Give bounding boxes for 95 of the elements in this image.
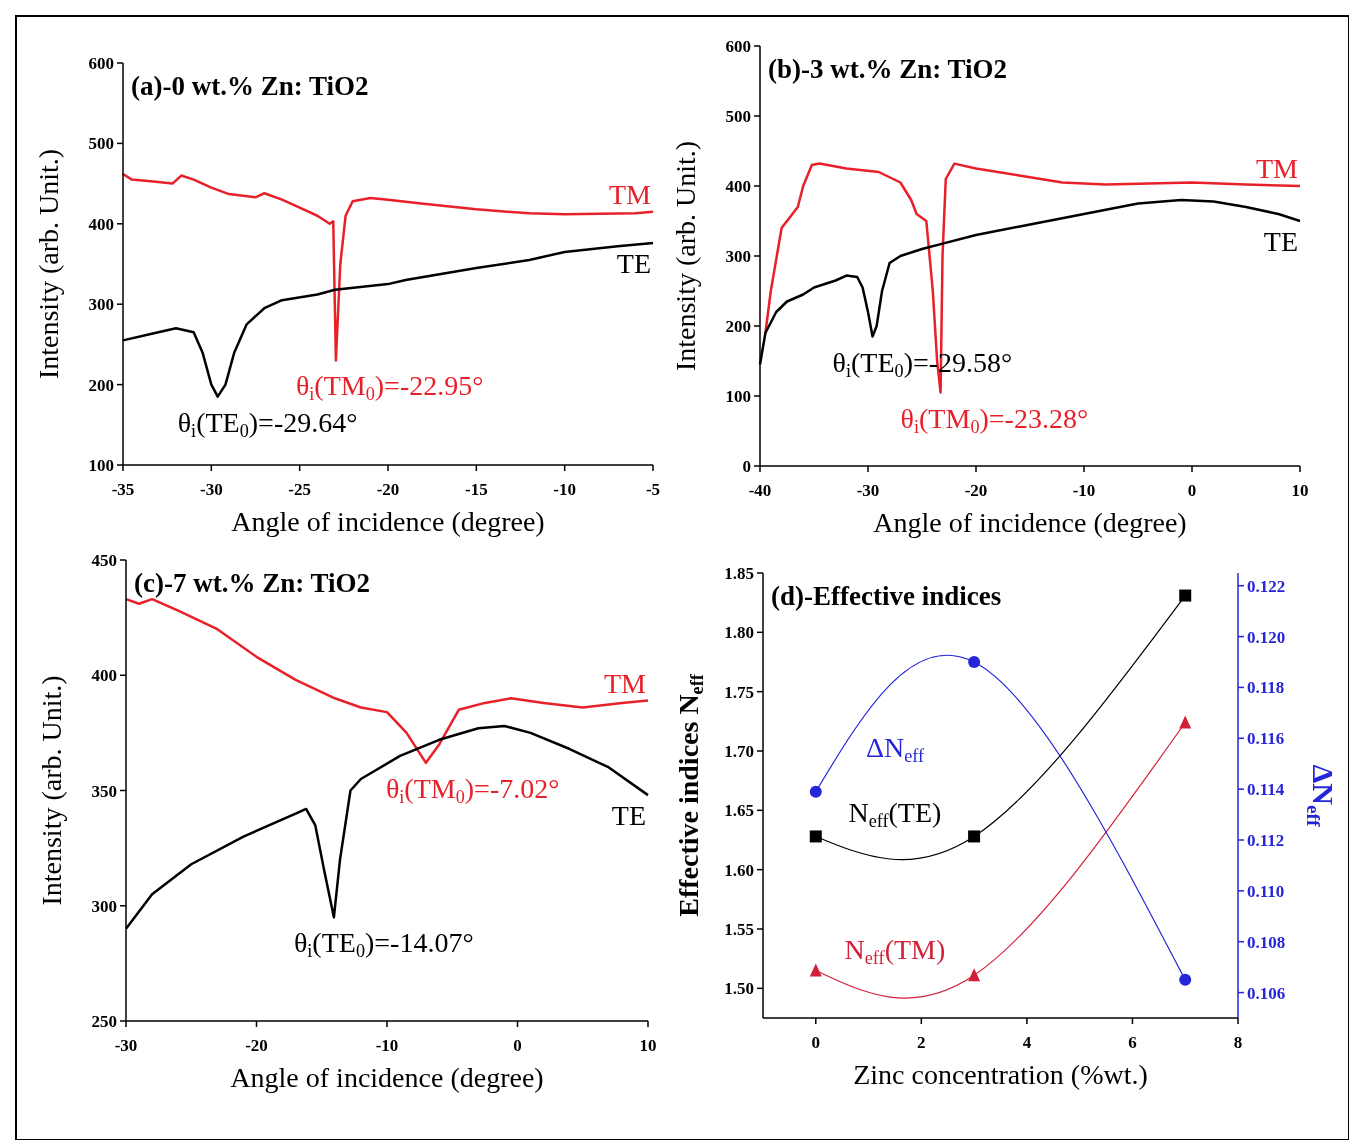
point [1179,589,1192,602]
x-tick-label: -15 [465,480,488,499]
line-series [121,172,655,362]
y-tick-label: 200 [88,375,114,395]
y-tick-label: 1.85 [724,564,754,583]
y-tick-label: 1.55 [724,920,754,939]
y-axis-title: Intensity (arb. Unit.) [36,675,67,906]
y-tick-label: 1.50 [724,979,754,999]
x-tick-label: -20 [245,1036,268,1055]
x-tick-label: 10 [639,1036,657,1055]
series-label: N$_{eff}$(TM) [844,933,946,969]
x-tick-label: -30 [114,1036,138,1055]
y-tick-label: 500 [88,134,114,154]
series-label: TM [1256,153,1299,184]
y-tick-label: 300 [88,295,114,315]
annotation: θ$_{i}$(TM$_{0}$)=-7.02° [385,772,560,808]
y-tick-label: 200 [725,317,751,336]
y-axis-title: Intensity (arb. Unit.) [33,148,64,380]
series-label: ΔN$_{eff}$ [865,731,925,767]
x-tick-label: 0 [1187,481,1197,500]
y-tick-label: 400 [91,666,117,686]
x-tick-label: -10 [1072,481,1096,500]
y-tick-label: 1.70 [724,742,754,761]
y-tick-label: 450 [91,551,117,570]
series-label: TE [611,800,646,832]
y2-tick-label: 0.114 [1247,780,1285,800]
series-label: TE [1263,226,1298,257]
x-tick-label: 10 [1291,481,1309,500]
chart-title: (c)-7 wt.% Zn: TiO2 [134,568,370,598]
y-tick-label: 1.60 [724,860,754,880]
x-tick-label: -5 [645,480,661,499]
x-tick-label: 6 [1128,1033,1137,1052]
y2-tick-label: 0.116 [1247,729,1285,749]
annotation: θ$_{i}$(TE$_{0}$)=-29.64° [177,406,358,442]
x-tick-label: -10 [553,480,576,499]
x-tick-label: -25 [288,480,311,499]
series-label: TM [604,667,647,699]
y2-tick-label: 0.110 [1247,881,1285,901]
y2-tick-label: 0.108 [1247,932,1286,952]
series-label: TM [609,178,652,210]
y-tick-label: 1.80 [724,623,754,643]
y2-tick-label: 0.112 [1247,831,1285,850]
annotation: θ$_{i}$(TM$_{0}$)=-23.28° [900,402,1089,437]
x-tick-label: 0 [513,1036,522,1055]
chart-title: (a)-0 wt.% Zn: TiO2 [131,71,369,101]
y-tick-label: 100 [725,387,751,406]
x-tick-label: 2 [917,1033,926,1052]
x-tick-label: -30 [856,481,880,500]
y-tick-label: 1.65 [724,801,754,821]
annotation: θ$_{i}$(TM$_{0}$)=-22.95° [295,370,484,405]
y-tick-label: 0 [742,457,751,476]
y2-tick-label: 0.120 [1247,627,1286,647]
point [968,830,981,843]
y-axis-title: Intensity (arb. Unit.) [670,140,701,372]
y-tick-label: 100 [88,456,114,475]
point [809,830,822,843]
x-tick-label: -30 [200,480,223,499]
y2-tick-label: 0.118 [1247,678,1285,698]
point [1179,715,1192,729]
point [809,785,822,798]
x-tick-label: -20 [376,480,400,499]
y-tick-label: 500 [725,107,751,126]
line-series [764,162,1302,394]
line-series [124,597,650,765]
x-axis-title: Zinc concentration (%wt.) [853,1059,1148,1090]
point [968,968,981,982]
series-label: N$_{eff}$(TE) [848,797,942,832]
point [809,963,822,977]
series-label: TE [616,248,651,280]
y-tick-label: 300 [725,247,751,266]
y2-tick-label: 0.106 [1247,983,1286,1003]
y-tick-label: 600 [88,54,114,73]
y-tick-label: 400 [88,214,114,234]
y-tick-label: 600 [725,37,751,56]
point [968,656,981,668]
annotation: θ$_{i}$(TE$_{0}$)=-14.07° [293,927,474,962]
x-tick-label: 8 [1233,1033,1243,1052]
x-tick-label: -40 [748,481,772,500]
y2-tick-label: 0.122 [1247,576,1286,596]
y-tick-label: 250 [91,1012,117,1031]
y-tick-label: 1.75 [724,682,754,702]
x-axis-title: Angle of incidence (degree) [873,507,1187,538]
y-tick-label: 400 [725,177,751,196]
chart-title: (d)-Effective indices [771,581,1002,611]
x-axis-title: Angle of incidence (degree) [231,506,545,537]
x-tick-label: 0 [811,1033,821,1052]
x-tick-label: -35 [111,480,135,499]
y-tick-label: 350 [91,781,117,801]
chart-title: (b)-3 wt.% Zn: TiO2 [768,54,1008,84]
x-axis-title: Angle of incidence (degree) [230,1062,544,1093]
point [1179,973,1192,986]
x-tick-label: 4 [1022,1033,1032,1052]
x-tick-label: -10 [375,1036,399,1055]
y-tick-label: 300 [91,896,117,916]
x-tick-label: -20 [964,481,988,500]
